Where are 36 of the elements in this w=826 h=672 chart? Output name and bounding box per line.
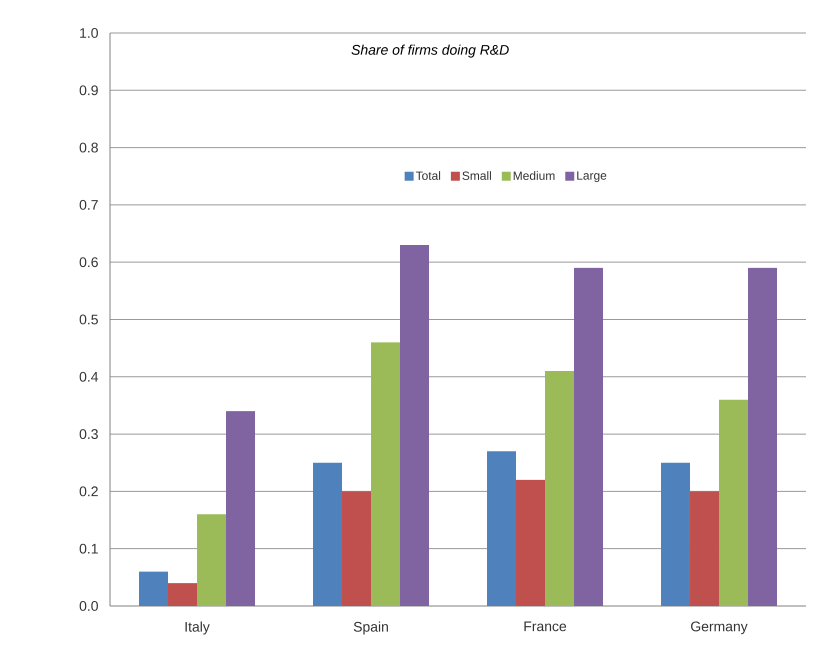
x-tick-label: Spain [354,622,388,634]
legend-label: Small [462,171,491,180]
legend-label: Medium [514,171,554,180]
y-tick-label: 0.3 [80,429,98,440]
bar [139,572,168,606]
bar [516,480,546,606]
bar [719,400,748,606]
y-tick-label: 0.7 [80,200,98,210]
y-tick-label: 0.9 [80,85,98,96]
bar [545,371,574,606]
legend-label: Large [577,171,606,182]
y-tick-label: 0.0 [80,601,98,611]
bar [197,514,226,606]
legend-label: Total [416,171,440,180]
y-tick-label: 0.4 [80,372,98,382]
y-tick-label: 0.5 [80,314,98,324]
bar [371,342,400,606]
bar [226,411,256,606]
x-tick-label: Germany [691,621,748,634]
bar [574,268,604,606]
y-tick-label: 0.2 [80,486,98,496]
x-tick-label: France [524,622,566,632]
bar [487,451,516,606]
x-tick-label: Italy [186,622,210,634]
text: Share of firms doing R&D [351,44,509,58]
y-tick-label: 0.6 [80,257,98,268]
bar [342,491,372,606]
y-tick-label: 0.1 [80,544,98,554]
bar [690,491,720,606]
bar [313,462,342,606]
y-tick-label: 1.0 [80,28,98,38]
bar [168,583,198,606]
bar [400,244,430,606]
y-tick-label: 0.8 [80,142,98,153]
bar [748,268,778,606]
bar [661,462,690,606]
